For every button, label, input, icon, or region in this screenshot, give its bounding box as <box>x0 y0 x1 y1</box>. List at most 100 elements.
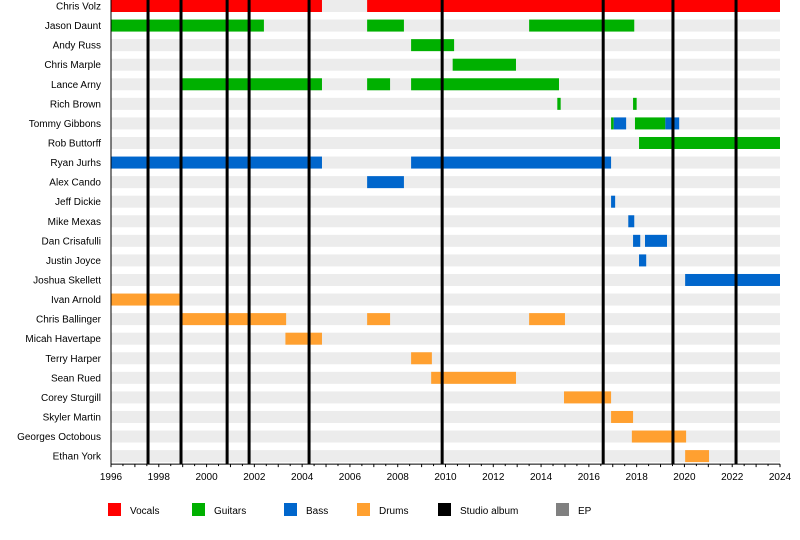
bar-bass <box>685 273 780 286</box>
x-tick-label: 2006 <box>339 472 362 483</box>
member-name: Andy Russ <box>53 41 101 52</box>
bar-guitars <box>181 78 322 91</box>
member-name: Jason Daunt <box>45 21 101 32</box>
member-name: Chris Marple <box>44 60 101 71</box>
x-tick-label: 1998 <box>148 472 171 483</box>
bar-bass <box>611 195 616 208</box>
legend-swatch-bass <box>284 503 297 516</box>
member-name: Dan Crisafulli <box>42 236 101 247</box>
legend-label-bass: Bass <box>306 506 328 517</box>
bar-vocals <box>367 0 780 12</box>
member-name: Jeff Dickie <box>55 197 101 208</box>
member-name: Lance Arny <box>51 80 101 91</box>
member-name: Ivan Arnold <box>51 295 101 306</box>
x-tick-label: 2010 <box>434 472 457 483</box>
member-name: Ryan Jurhs <box>50 158 101 169</box>
member-name: Rich Brown <box>50 99 101 110</box>
member-name: Chris Volz <box>56 2 101 13</box>
member-name: Tommy Gibbons <box>29 119 101 130</box>
bar-bass <box>633 234 641 247</box>
member-name: Justin Joyce <box>46 256 101 267</box>
x-tick-label: 2016 <box>578 472 601 483</box>
row-stripe <box>111 293 780 306</box>
bar-guitars <box>411 78 559 91</box>
x-tick-label: 2004 <box>291 472 314 483</box>
bar-drums <box>564 391 612 404</box>
legend-label-vocals: Vocals <box>130 506 159 517</box>
bar-guitars <box>529 19 635 32</box>
member-name: Alex Cando <box>49 178 101 189</box>
bar-guitars <box>639 136 780 149</box>
member-name: Terry Harper <box>45 354 101 365</box>
bar-drums <box>431 371 516 384</box>
row-stripe <box>111 391 780 404</box>
member-name: Sean Rued <box>51 373 101 384</box>
x-tick-label: 2012 <box>482 472 505 483</box>
legend-swatch-album <box>438 503 451 516</box>
bar-guitars <box>411 39 455 52</box>
bar-drums <box>285 332 322 345</box>
x-tick-label: 2002 <box>243 472 266 483</box>
row-stripe <box>111 332 780 345</box>
x-tick-label: 1996 <box>100 472 123 483</box>
bar-guitars <box>367 78 391 91</box>
bar-guitars <box>111 19 264 32</box>
bar-bass <box>628 215 635 228</box>
bar-guitars <box>611 117 614 130</box>
bar-guitars <box>634 117 666 130</box>
x-tick-label: 2020 <box>673 472 696 483</box>
legend-label-ep: EP <box>578 506 592 517</box>
row-stripe <box>111 58 780 71</box>
legend-label-album: Studio album <box>460 506 518 517</box>
member-name: Skyler Martin <box>43 412 101 423</box>
bar-drums <box>367 313 391 326</box>
row-stripe <box>111 176 780 189</box>
bar-bass <box>639 254 647 267</box>
bar-drums <box>411 352 432 365</box>
bar-drums <box>685 450 710 463</box>
row-stripe <box>111 352 780 365</box>
row-stripe <box>111 136 780 149</box>
x-tick-label: 2018 <box>626 472 649 483</box>
bar-bass <box>367 176 404 189</box>
member-name: Joshua Skellett <box>33 275 101 286</box>
bar-drums <box>529 313 565 326</box>
legend-swatch-vocals <box>108 503 121 516</box>
x-tick-label: 2000 <box>195 472 218 483</box>
member-name: Micah Havertape <box>25 334 101 345</box>
row-stripe <box>111 195 780 208</box>
row-stripe <box>111 97 780 110</box>
x-tick-label: 2008 <box>387 472 410 483</box>
row-stripe <box>111 234 780 247</box>
row-stripe <box>111 254 780 267</box>
bar-bass <box>645 234 667 247</box>
legend-swatch-guitars <box>192 503 205 516</box>
member-name: Ethan York <box>53 452 102 463</box>
row-stripe <box>111 430 780 443</box>
bar-guitars <box>557 97 561 110</box>
bar-drums <box>631 430 687 443</box>
legend-label-guitars: Guitars <box>214 506 246 517</box>
x-tick-label: 2024 <box>769 472 792 483</box>
bar-drums <box>611 410 634 423</box>
bar-bass <box>111 156 322 169</box>
bar-guitars <box>452 58 516 71</box>
bar-guitars <box>633 97 637 110</box>
member-name: Chris Ballinger <box>36 315 102 326</box>
x-tick-label: 2022 <box>721 472 744 483</box>
bar-guitars <box>367 19 404 32</box>
member-name: Mike Mexas <box>48 217 101 228</box>
member-name: Corey Sturgill <box>41 393 101 404</box>
bar-bass <box>411 156 612 169</box>
legend-swatch-ep <box>556 503 569 516</box>
member-name: Rob Buttorff <box>48 138 101 149</box>
row-stripe <box>111 450 780 463</box>
row-stripe <box>111 215 780 228</box>
bar-vocals <box>111 0 322 12</box>
row-stripe <box>111 410 780 423</box>
legend-swatch-drums <box>357 503 370 516</box>
member-name: Georges Octobous <box>17 432 101 443</box>
legend-label-drums: Drums <box>379 506 408 517</box>
bar-bass <box>613 117 627 130</box>
